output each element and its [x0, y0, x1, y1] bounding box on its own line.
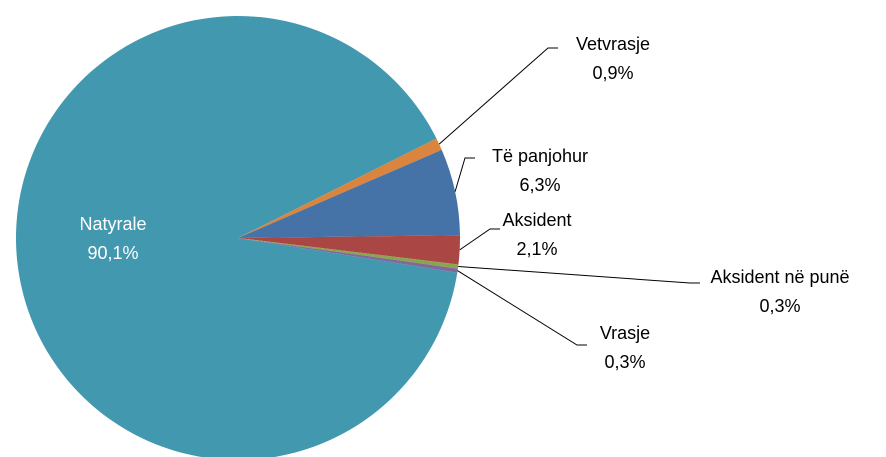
slice-value-label: 6,3%	[519, 175, 560, 195]
pie-slice	[238, 138, 442, 238]
slice-label: Aksident në punë	[710, 267, 849, 287]
slice-value-label: 0,3%	[759, 296, 800, 316]
slice-value-label: 0,9%	[592, 63, 633, 83]
leader-line	[459, 228, 500, 251]
pie-slice	[238, 238, 459, 269]
slice-label: Vetvrasje	[576, 34, 650, 54]
slice-label: Aksident	[502, 210, 571, 230]
leader-line	[454, 157, 475, 192]
pie-slice	[238, 238, 458, 273]
pie-slice	[16, 16, 458, 457]
pie-slice	[238, 149, 460, 238]
leader-line	[457, 270, 587, 346]
slice-label: Të panjohur	[492, 146, 588, 166]
slice-label: Vrasje	[600, 323, 650, 343]
leader-line	[438, 47, 558, 145]
slice-value-label: 2,1%	[516, 239, 557, 259]
leader-line	[458, 266, 700, 284]
slice-label: Natyrale	[79, 214, 146, 234]
pie-slice	[238, 235, 461, 265]
slice-value-label: 0,3%	[604, 352, 645, 372]
slice-value-label: 90,1%	[87, 243, 138, 263]
